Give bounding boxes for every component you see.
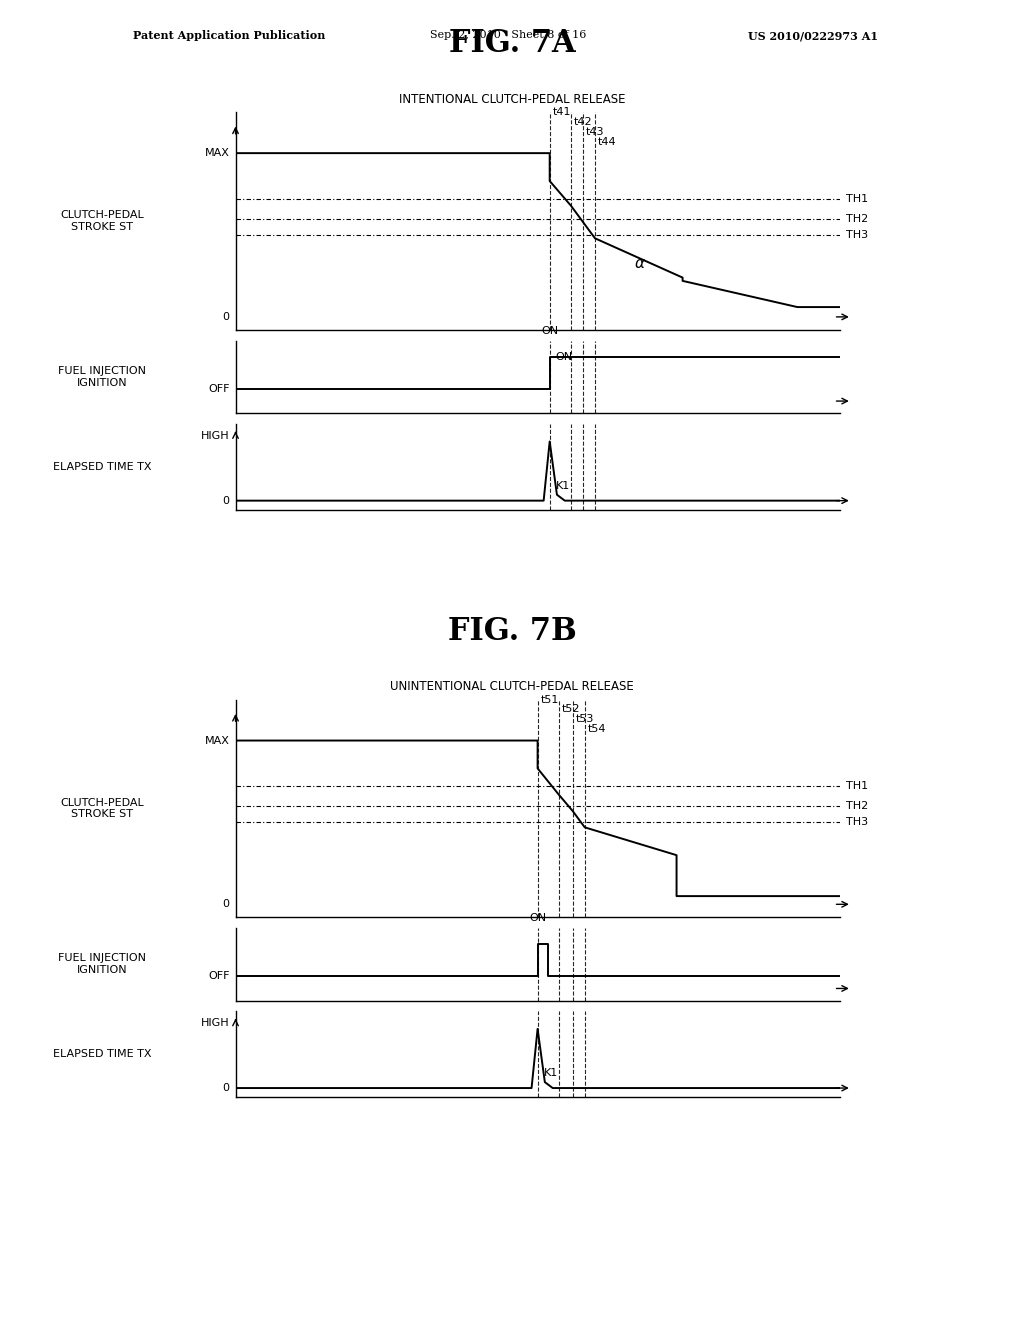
Text: TH2: TH2 (846, 801, 868, 810)
Text: HIGH: HIGH (201, 430, 229, 441)
Text: 0: 0 (222, 312, 229, 322)
Text: CLUTCH-PEDAL
STROKE ST: CLUTCH-PEDAL STROKE ST (60, 210, 144, 232)
Text: CLUTCH-PEDAL
STROKE ST: CLUTCH-PEDAL STROKE ST (60, 797, 144, 820)
Text: t54: t54 (588, 723, 606, 734)
Text: ON: ON (556, 351, 572, 362)
Text: 0: 0 (222, 495, 229, 506)
Text: TH1: TH1 (846, 194, 868, 205)
Text: t43: t43 (586, 127, 604, 137)
Text: FUEL INJECTION
IGNITION: FUEL INJECTION IGNITION (58, 366, 146, 388)
Text: INTENTIONAL CLUTCH-PEDAL RELEASE: INTENTIONAL CLUTCH-PEDAL RELEASE (398, 92, 626, 106)
Text: t44: t44 (598, 136, 616, 147)
Text: OFF: OFF (208, 384, 229, 393)
Text: HIGH: HIGH (201, 1018, 229, 1028)
Text: TH2: TH2 (846, 214, 868, 223)
Text: ELAPSED TIME TX: ELAPSED TIME TX (53, 462, 152, 471)
Text: ON: ON (529, 913, 546, 923)
Text: OFF: OFF (208, 972, 229, 981)
Text: t52: t52 (562, 705, 581, 714)
Text: t41: t41 (553, 107, 571, 117)
Text: 0: 0 (222, 899, 229, 909)
Text: FIG. 7A: FIG. 7A (449, 29, 575, 59)
Text: US 2010/0222973 A1: US 2010/0222973 A1 (748, 30, 878, 41)
Text: t42: t42 (573, 117, 593, 127)
Text: TH3: TH3 (846, 230, 868, 240)
Text: MAX: MAX (205, 148, 229, 158)
Text: K1: K1 (556, 480, 570, 491)
Text: MAX: MAX (205, 735, 229, 746)
Text: FUEL INJECTION
IGNITION: FUEL INJECTION IGNITION (58, 953, 146, 975)
Text: FIG. 7B: FIG. 7B (447, 616, 577, 647)
Text: UNINTENTIONAL CLUTCH-PEDAL RELEASE: UNINTENTIONAL CLUTCH-PEDAL RELEASE (390, 680, 634, 693)
Text: Patent Application Publication: Patent Application Publication (133, 30, 326, 41)
Text: TH3: TH3 (846, 817, 868, 828)
Text: t53: t53 (575, 714, 594, 725)
Text: Sep. 2, 2010   Sheet 8 of 16: Sep. 2, 2010 Sheet 8 of 16 (430, 30, 587, 41)
Text: $\alpha$: $\alpha$ (635, 257, 646, 272)
Text: K1: K1 (544, 1068, 558, 1078)
Text: t51: t51 (541, 694, 559, 705)
Text: ON: ON (541, 326, 558, 335)
Text: ELAPSED TIME TX: ELAPSED TIME TX (53, 1049, 152, 1059)
Text: TH1: TH1 (846, 781, 868, 792)
Text: 0: 0 (222, 1082, 229, 1093)
